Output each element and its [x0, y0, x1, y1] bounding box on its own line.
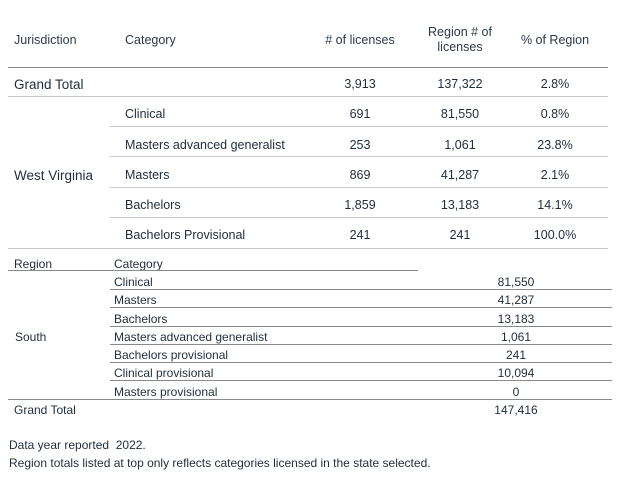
- region-row-value: 13,183: [497, 312, 535, 326]
- header-licenses: # of licenses: [325, 33, 395, 47]
- region-grand-total-label: Grand Total: [14, 403, 76, 417]
- data-year-note: Data year reported 2022.: [9, 438, 146, 452]
- data-year-value: 2022.: [115, 438, 146, 452]
- divider: [8, 96, 608, 97]
- row-pct: 23.8%: [537, 138, 573, 152]
- row-category: Bachelors: [125, 198, 181, 212]
- table-bottom-divider: [8, 248, 608, 249]
- region-label: South: [15, 330, 47, 344]
- region-row-category: Masters: [114, 293, 157, 307]
- row-licenses: 1,859: [344, 198, 376, 212]
- row-region: 1,061: [444, 138, 476, 152]
- row-divider: [110, 326, 612, 327]
- row-category: Clinical: [125, 107, 166, 121]
- row-licenses: 869: [349, 168, 371, 182]
- row-category: Bachelors Provisional: [125, 228, 246, 242]
- region-row-value: 41,287: [497, 293, 535, 307]
- region-row-category: Bachelors: [114, 312, 168, 326]
- region-grand-total-value: 147,416: [494, 403, 538, 417]
- region-row-value: 0: [512, 385, 520, 399]
- row-region: 81,550: [440, 107, 480, 121]
- region-row-value: 10,094: [497, 366, 535, 380]
- row-divider: [8, 399, 612, 400]
- region-row-category: Masters provisional: [114, 385, 218, 399]
- row-licenses: 253: [349, 138, 371, 152]
- row-divider: [110, 344, 612, 345]
- row-pct: 2.1%: [540, 168, 570, 182]
- row-pct: 14.1%: [537, 198, 573, 212]
- row-divider: [110, 380, 612, 381]
- header-category: Category: [114, 257, 163, 271]
- row-divider: [110, 126, 608, 127]
- header-divider: [8, 270, 418, 271]
- row-pct: 100.0%: [533, 228, 577, 242]
- grand-total-licenses: 3,913: [344, 77, 376, 91]
- row-divider: [110, 289, 612, 290]
- row-pct: 0.8%: [540, 107, 570, 121]
- region-row-category: Clinical provisional: [114, 366, 214, 380]
- grand-total-label: Grand Total: [14, 77, 84, 92]
- header-pct-region: % of Region: [520, 33, 590, 47]
- row-licenses: 691: [349, 107, 371, 121]
- row-divider: [110, 217, 608, 218]
- row-divider: [110, 307, 612, 308]
- region-row-category: Clinical: [114, 275, 153, 289]
- region-row-category: Masters advanced generalist: [114, 330, 268, 344]
- row-divider: [110, 156, 608, 157]
- row-region: 13,183: [440, 198, 480, 212]
- row-region: 241: [449, 228, 471, 242]
- row-licenses: 241: [349, 228, 371, 242]
- region-row-category: Bachelors provisional: [114, 348, 229, 362]
- region-row-value: 241: [505, 348, 527, 362]
- header-category: Category: [125, 33, 176, 47]
- row-region: 41,287: [440, 168, 480, 182]
- header-jurisdiction: Jurisdiction: [14, 33, 77, 47]
- header-region: Region: [14, 257, 53, 271]
- row-category: Masters: [125, 168, 170, 182]
- state-label: West Virginia: [14, 168, 94, 183]
- row-divider: [110, 187, 608, 188]
- header-region-licenses: Region # of licenses: [428, 25, 492, 54]
- header-divider: [8, 67, 608, 68]
- grand-total-region: 137,322: [437, 77, 483, 91]
- region-row-value: 1,061: [500, 330, 532, 344]
- region-row-value: 81,550: [497, 275, 535, 289]
- row-category: Masters advanced generalist: [125, 138, 285, 152]
- row-divider: [110, 362, 612, 363]
- grand-total-pct: 2.8%: [540, 77, 570, 91]
- region-totals-note: Region totals listed at top only reflect…: [9, 456, 431, 470]
